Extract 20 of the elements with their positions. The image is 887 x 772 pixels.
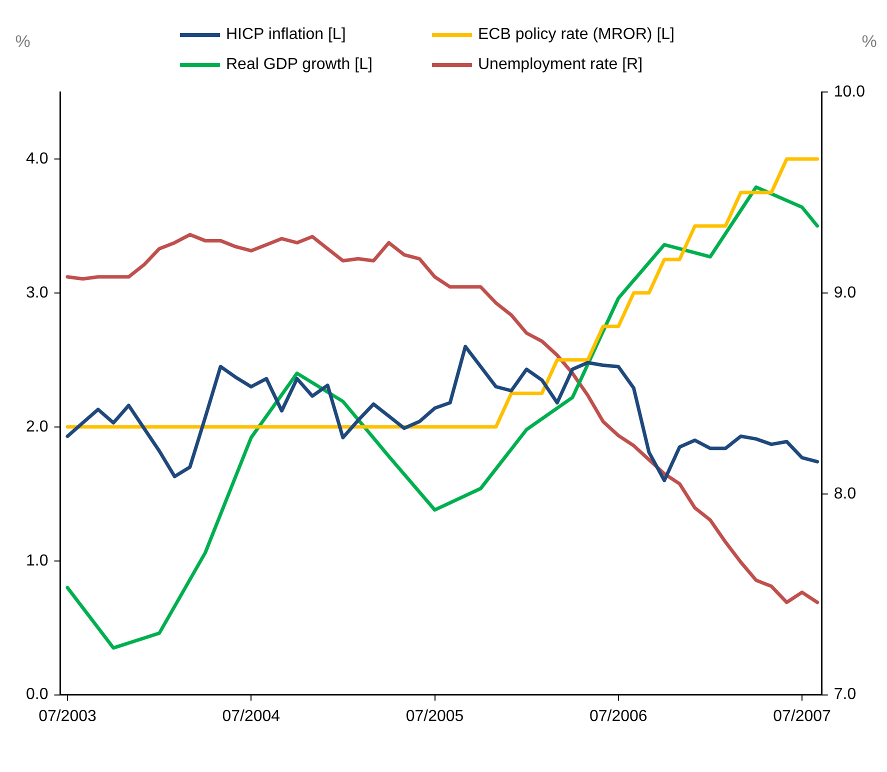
legend-label: HICP inflation [L] [226, 26, 346, 44]
y-tick-label: 3.0 [26, 284, 48, 302]
y-tick-label: 4.0 [26, 150, 48, 168]
y-tick-label: 2.0 [26, 418, 48, 436]
y-tick-label: 0.0 [26, 686, 48, 704]
legend-label: ECB policy rate (MROR) [L] [478, 26, 674, 44]
legend-label: Real GDP growth [L] [226, 56, 372, 74]
y2-tick-label: 10.0 [834, 83, 866, 100]
y2-tick-label: 8.0 [834, 485, 856, 502]
x-tick-label: 07/2007 [773, 708, 832, 725]
y2-axis-title: % [862, 32, 877, 52]
x-tick-label: 07/2006 [589, 708, 648, 725]
x-tick-label: 07/2003 [38, 708, 97, 725]
y2-tick-label: 7.0 [834, 686, 856, 704]
x-tick-label: 07/2004 [222, 708, 280, 725]
x-tick-label: 07/2005 [406, 708, 464, 725]
y2-tick-label: 9.0 [834, 284, 856, 302]
y-axis-title: % [15, 32, 30, 52]
y-tick-label: 1.0 [26, 552, 48, 570]
legend-label: Unemployment rate [R] [478, 56, 643, 74]
